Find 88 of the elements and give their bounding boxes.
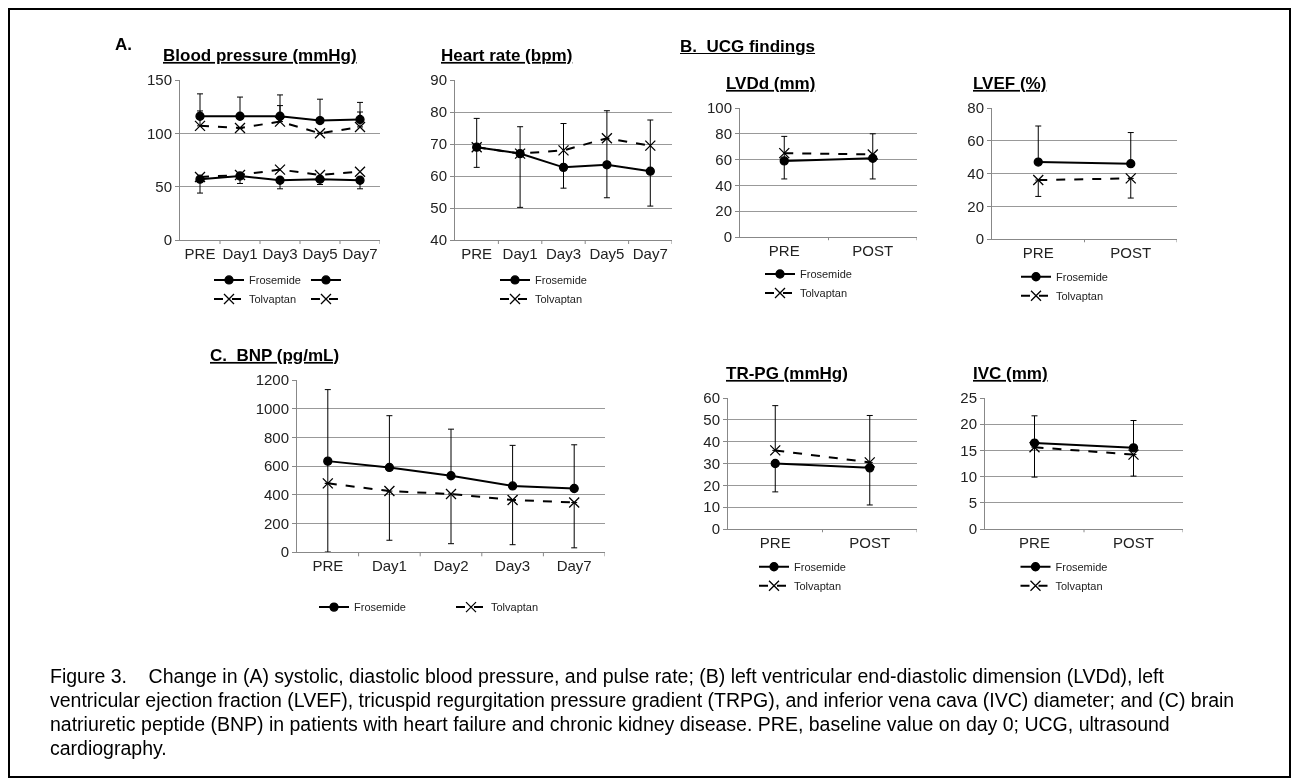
x-tick-label: POST [1110, 244, 1152, 261]
text: B. UCG findings [680, 37, 816, 57]
x-tick-label: Day5 [302, 245, 338, 262]
x-tick-label: PRE [768, 242, 800, 259]
y-tick-label: 80 [430, 103, 447, 121]
legend-label: Tolvaptan [1056, 290, 1104, 303]
y-tick-label: 80 [715, 125, 732, 143]
y-tick-label: 50 [703, 411, 720, 429]
y-tick-label: 90 [430, 71, 447, 89]
x-tick-label: Day7 [556, 557, 592, 574]
y-tick-label: 1200 [255, 371, 289, 389]
y-tick-label: 800 [263, 428, 289, 446]
x-tick-label: Day1 [502, 245, 538, 262]
x-tick-label: PRE [312, 557, 344, 574]
x-tick-label: POST [849, 534, 891, 551]
y-tick-label: 150 [146, 71, 172, 89]
chart-title: IVC (mm) [973, 363, 1048, 383]
x-tick-label: Day3 [495, 557, 531, 574]
legend-label: Frosemide [354, 601, 406, 614]
legend-label: Frosemide [1055, 561, 1108, 574]
chart-title: LVDd (mm) [726, 73, 816, 93]
y-tick-label: 60 [967, 132, 984, 149]
x-tick-label: Day3 [545, 245, 582, 262]
y-tick-label: 15 [960, 441, 977, 459]
chart-title: TR-PG (mmHg) [726, 363, 848, 383]
legend-label: Frosemide [1056, 271, 1108, 284]
y-tick-label: 50 [155, 177, 172, 195]
x-tick-label: POST [1113, 534, 1154, 551]
legend-label: Frosemide [794, 561, 846, 574]
legend-label: Tolvaptan [249, 293, 297, 306]
x-tick-label: Day1 [222, 245, 258, 262]
x-tick-label: PRE [184, 245, 216, 262]
legend-label: Frosemide [249, 274, 301, 287]
legend-label: Tolvaptan [794, 580, 842, 593]
y-tick-label: 600 [263, 457, 289, 475]
x-tick-label: PRE [759, 534, 791, 551]
y-tick-label: 70 [430, 135, 447, 153]
y-tick-label: 20 [703, 476, 720, 494]
y-tick-label: 5 [968, 494, 977, 512]
legend-label: Tolvaptan [535, 293, 583, 306]
y-tick-label: 0 [280, 543, 289, 561]
x-tick-label: PRE [461, 245, 493, 262]
y-tick-label: 40 [430, 231, 447, 249]
y-tick-label: 100 [146, 124, 172, 142]
y-tick-label: 40 [703, 432, 720, 450]
y-tick-label: 30 [703, 454, 720, 472]
legend-label: Tolvaptan [800, 287, 848, 300]
y-tick-label: 400 [263, 485, 289, 503]
y-tick-label: 100 [706, 99, 732, 117]
x-tick-label: PRE [1019, 534, 1050, 551]
y-tick-label: 80 [967, 99, 984, 117]
y-tick-label: 10 [960, 467, 977, 485]
y-tick-label: 60 [430, 167, 447, 185]
y-tick-label: 40 [715, 176, 732, 194]
x-tick-label: POST [852, 242, 894, 259]
x-tick-label: Day5 [589, 245, 625, 262]
text: A. [115, 35, 132, 55]
legend-label: Frosemide [800, 268, 852, 281]
y-tick-label: 20 [967, 197, 984, 215]
y-tick-label: 40 [967, 164, 984, 182]
y-tick-label: 0 [163, 231, 172, 249]
legend-label: Tolvaptan [1055, 580, 1103, 593]
y-tick-label: 0 [723, 228, 732, 246]
x-tick-label: PRE [1022, 244, 1054, 261]
x-tick-label: Day7 [632, 245, 668, 262]
x-tick-label: Day1 [371, 557, 407, 574]
y-tick-label: 10 [703, 498, 720, 516]
chart-title: C. BNP (pg/mL) [210, 345, 340, 365]
chart-title: LVEF (%) [973, 73, 1047, 93]
caption: Figure 3. Change in (A) systolic, diastolic blood pressure, and pulse rate; (B) left ventricular end-diastolic dimension (LVDd), left ventricular ejection fraction (LVEF), tricuspid regurgitation pressure gradient (TRPG), and inferior vena cava (IVC) diameter; and (C) brain natriuretic peptide (BNP) in patients with heart failure and chronic kidney disease. PRE, baseline value on day 0; UCG, ultrasound cardiography. [50, 664, 1236, 760]
y-tick-label: 1000 [255, 399, 289, 417]
x-tick-label: Day2 [433, 557, 469, 574]
y-tick-label: 20 [715, 202, 732, 220]
y-tick-label: 0 [711, 520, 720, 538]
legend-label: Tolvaptan [491, 601, 539, 614]
x-tick-label: Day7 [342, 245, 378, 262]
y-tick-label: 20 [960, 415, 977, 433]
chart-title: Blood pressure (mmHg) [163, 45, 357, 65]
y-tick-label: 25 [960, 389, 977, 407]
y-tick-label: 200 [263, 514, 289, 532]
legend-label: Frosemide [535, 274, 587, 287]
y-tick-label: 50 [430, 199, 447, 217]
y-tick-label: 0 [968, 520, 977, 538]
y-tick-label: 60 [715, 150, 732, 168]
chart-title: Heart rate (bpm) [441, 45, 573, 65]
y-tick-label: 0 [975, 230, 984, 248]
x-tick-label: Day3 [262, 245, 298, 262]
y-tick-label: 60 [703, 389, 720, 407]
